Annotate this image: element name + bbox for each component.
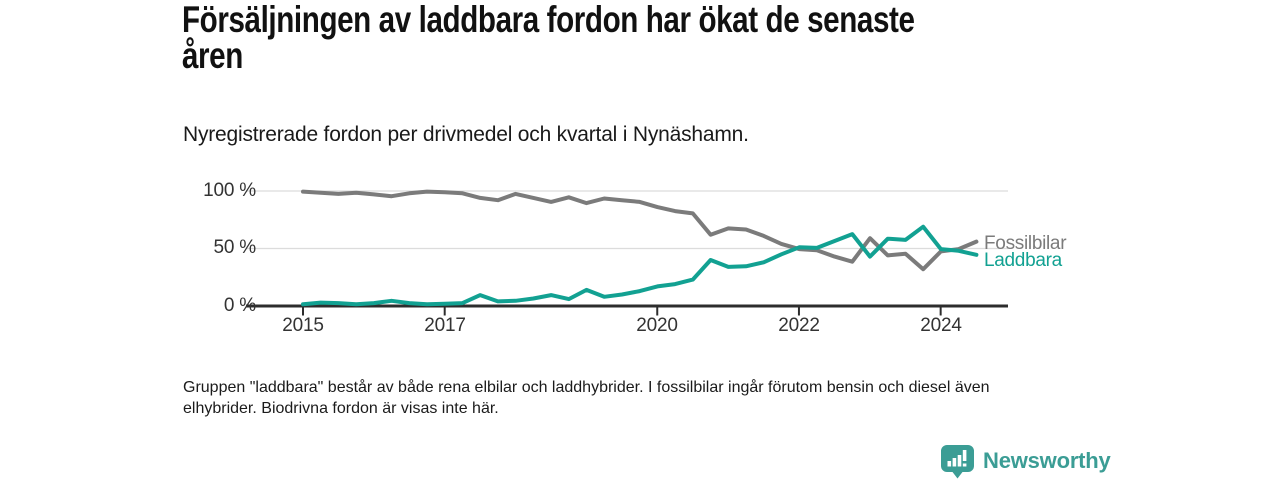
logo-exclamation-dot <box>962 463 967 466</box>
page-title: Försäljningen av laddbara fordon har öka… <box>182 0 1042 76</box>
footnote: Gruppen "laddbara" består av både rena e… <box>183 377 1083 419</box>
logo-bar-3 <box>957 454 962 466</box>
newsworthy-logo: Newsworthy <box>940 444 1111 478</box>
chart-subtitle: Nyregistrerade fordon per drivmedel och … <box>183 123 749 146</box>
logo-exclamation-bar <box>962 449 967 461</box>
legend-laddbara: Laddbara <box>984 250 1062 271</box>
x-axis-tick-2020: 2020 <box>636 315 678 336</box>
footnote-line-1: Gruppen "laddbara" består av både rena e… <box>183 379 990 396</box>
footnote-line-2: elhybrider. Biodrivna fordon är visas in… <box>183 400 499 417</box>
page-title-line-1: Försäljningen av laddbara fordon har öka… <box>182 0 915 40</box>
y-axis-tick-50: 50 % <box>213 237 256 258</box>
x-axis-tick-2024: 2024 <box>920 315 962 336</box>
x-axis-tick-2017: 2017 <box>424 315 466 336</box>
logo-bar-2 <box>952 457 957 466</box>
y-axis-tick-100: 100 % <box>203 180 256 201</box>
newsworthy-wordmark: Newsworthy <box>983 448 1111 473</box>
y-axis-tick-0: 0 % <box>223 295 256 316</box>
page-title-line-2: åren <box>182 35 243 76</box>
x-axis-tick-2015: 2015 <box>282 315 324 336</box>
legend-fossilbilar: Fossilbilar <box>984 233 1067 254</box>
x-axis-tick-2022: 2022 <box>778 315 820 336</box>
logo-bar-1 <box>947 460 952 466</box>
newsworthy-badge-icon <box>941 444 974 478</box>
